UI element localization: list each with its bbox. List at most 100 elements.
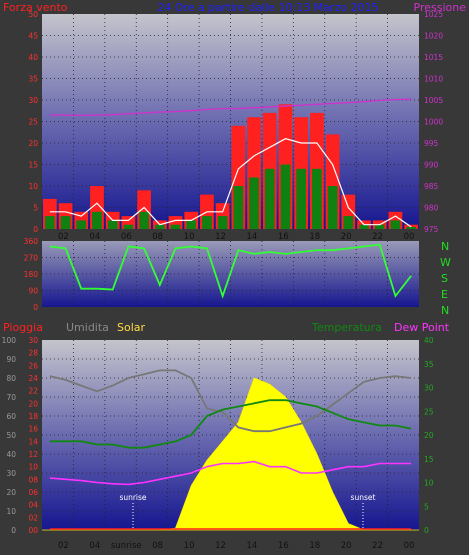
temperature-left-y-tick: 08 [28, 475, 38, 484]
x-tick-label: 00 [404, 541, 415, 551]
wind-avg-bar [76, 220, 87, 229]
wind-x-ticks: 02 04 06 08 10 12 14 16 18 20 22 00 [58, 232, 414, 242]
wind-y-tick: 15 [28, 161, 38, 170]
compass-n-top: N [441, 240, 449, 253]
wind-avg-bar [249, 177, 259, 229]
x-tick-label: 14 [247, 541, 258, 551]
temperature-right-y-tick: 5 [424, 502, 429, 511]
x-tick-label: 18 [309, 541, 320, 551]
wind-avg-bar [139, 211, 149, 229]
x-tick-label: 02 [58, 541, 69, 551]
temperature-left-y-tick: 24 [28, 374, 38, 383]
temperature-left-y-tick: 02 [28, 513, 38, 522]
temperature-left-y-tick: 28 [28, 349, 38, 358]
x-tick-label: 22 [372, 232, 383, 242]
solar-area [42, 377, 419, 531]
solar-series [42, 369, 419, 531]
wind-avg-bar [390, 220, 401, 229]
wind-avg-bar [154, 224, 165, 229]
compass-labels: N W S E N [440, 240, 451, 317]
wind-avg-bar [45, 216, 55, 229]
wind-axis-label: Forza vento [3, 1, 68, 14]
x-tick-label: 14 [247, 232, 258, 242]
humidity-line [49, 369, 412, 433]
pressure-y-tick: 980 [424, 204, 439, 213]
humidity-y-tick: 50 [6, 431, 16, 440]
wind-avg-bar [343, 216, 354, 229]
wind-y-tick: 10 [28, 182, 38, 191]
sunrise-marker-label: sunrise [119, 493, 146, 502]
pressure-y-tick: 1025 [424, 10, 443, 19]
humidity-y-tick: 10 [6, 507, 16, 516]
wind-y-tick: 20 [28, 139, 38, 148]
x-tick-label: 10 [184, 232, 195, 242]
direction-series [49, 243, 412, 299]
pressure-y-tick: 1010 [424, 75, 443, 84]
x-tick-label: 04 [89, 541, 100, 551]
wind-y-tick: 45 [28, 32, 38, 41]
temperature-left-y-tick: 14 [28, 437, 38, 446]
temperature-left-y-tick: 30 [28, 336, 38, 345]
rain-axis-label: Pioggia [3, 321, 43, 334]
direction-y-tick: 0 [33, 303, 38, 312]
wind-avg-bar [264, 168, 275, 229]
x-tick-label: 04 [89, 232, 100, 242]
temperature-right-y-tick: 10 [424, 479, 434, 488]
wind-avg-bar [406, 226, 416, 229]
temperature-left-y-tick: 04 [28, 501, 38, 510]
compass-e: E [441, 288, 448, 301]
temperature-right-y-tick: 25 [424, 407, 434, 416]
humidity-y-tick: 30 [6, 469, 16, 478]
x-tick-label: 12 [215, 232, 226, 242]
temperature-left-y-tick: 10 [28, 463, 38, 472]
wind-avg-bar [92, 211, 102, 229]
solar-legend-label: Solar [117, 321, 146, 334]
temperature-left-y-tick: 26 [28, 361, 38, 370]
wind-avg-bar [312, 168, 322, 229]
period-title: 24 Ore a partire dalle 10:13 Marzo 2015 [157, 1, 378, 14]
wind-y-tick: 5 [33, 204, 38, 213]
wind-y-tick: 35 [28, 75, 38, 84]
humidity-y-tick: 70 [6, 393, 16, 402]
wind-axis-ticks: 0510152025303540455097598098599099510001… [28, 10, 443, 234]
pressure-y-tick: 1000 [424, 118, 443, 127]
wind-avg-bar [170, 224, 181, 229]
x-tick-label: sunrise [111, 541, 142, 551]
x-tick-label: 22 [372, 541, 383, 551]
direction-axis-ticks: 0 90 180 270 360 [24, 237, 39, 312]
x-tick-label: 00 [404, 232, 415, 242]
x-tick-label: 20 [341, 232, 352, 242]
sun-markers: sunrise sunset [119, 493, 375, 528]
pressure-y-tick: 985 [424, 182, 439, 191]
x-tick-label: 08 [152, 232, 163, 242]
humidity-y-tick: 80 [6, 374, 16, 383]
humidity-y-tick: 100 [2, 336, 17, 345]
wind-avg-bar [186, 220, 197, 229]
wind-grid [42, 14, 419, 229]
humidity-y-tick: 20 [6, 488, 16, 497]
temperature-right-y-tick: 20 [424, 431, 434, 440]
x-tick-label: 18 [309, 232, 320, 242]
x-tick-label: 12 [215, 541, 226, 551]
wind-avg-bar [359, 224, 369, 229]
dewpoint-line [49, 460, 412, 486]
wind-avg-bar [123, 224, 134, 229]
dewpoint-axis-label: Dew Point [394, 321, 450, 334]
compass-w: W [440, 256, 451, 269]
x-tick-label: 16 [278, 541, 289, 551]
direction-line [49, 243, 412, 299]
wind-y-tick: 40 [28, 53, 38, 62]
wind-avg-bar [327, 186, 338, 229]
wind-avg-bar [374, 224, 385, 229]
compass-s: S [441, 272, 448, 285]
x-tick-label: 02 [58, 232, 69, 242]
temperature-left-y-tick: 00 [28, 526, 38, 535]
direction-y-tick: 270 [24, 254, 39, 263]
wind-avg-bar [202, 216, 212, 229]
temperature-axis-label: Temperatura [311, 321, 382, 334]
temperature-line [49, 399, 412, 449]
humidity-y-tick: 40 [6, 450, 16, 459]
temperature-left-y-tick: 16 [28, 425, 38, 434]
x-tick-label: 06 [121, 232, 132, 242]
